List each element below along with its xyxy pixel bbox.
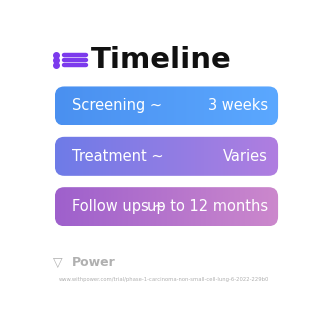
Text: Power: Power: [72, 256, 116, 268]
Text: 3 weeks: 3 weeks: [208, 98, 268, 113]
Text: Screening ~: Screening ~: [72, 98, 162, 113]
Text: Timeline: Timeline: [91, 46, 232, 74]
Text: Varies: Varies: [223, 149, 268, 164]
Text: Follow ups ~: Follow ups ~: [72, 199, 166, 214]
Text: www.withpower.com/trial/phase-1-carcinoma-non-small-cell-lung-6-2022-229b0: www.withpower.com/trial/phase-1-carcinom…: [59, 277, 269, 282]
Text: ▽: ▽: [52, 256, 62, 268]
Text: Treatment ~: Treatment ~: [72, 149, 164, 164]
Text: up to 12 months: up to 12 months: [147, 199, 268, 214]
